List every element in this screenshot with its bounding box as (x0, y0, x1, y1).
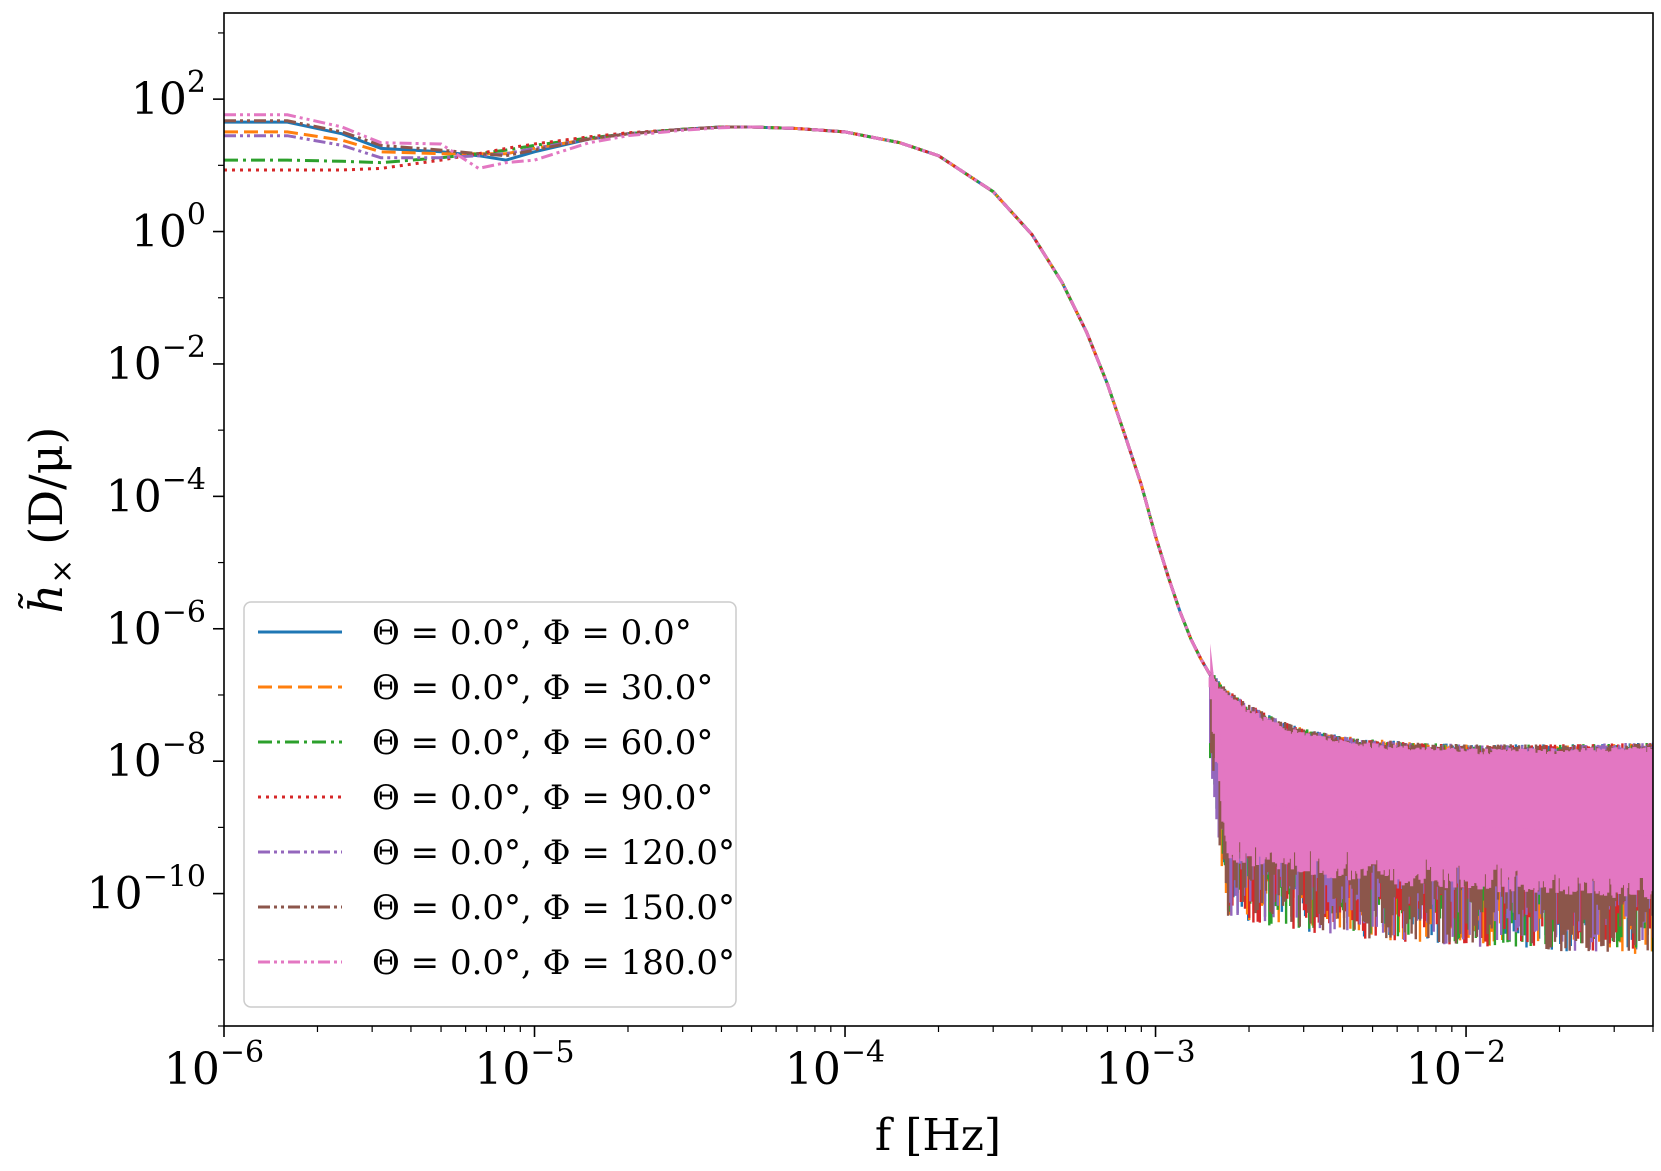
axis-ticks: 10−6 10−5 10−4 10−3 10−2 102 100 10−2 10−4 10−6 10… (87, 32, 1654, 1095)
x-tick-label: 10−4 (785, 1035, 885, 1095)
y-tick-label: 10−8 (106, 727, 206, 787)
legend-label-1: Θ = 0.0°, Φ = 30.0° (372, 668, 713, 708)
legend-label-3: Θ = 0.0°, Φ = 90.0° (372, 778, 713, 818)
legend-label-5: Θ = 0.0°, Φ = 150.0° (372, 888, 735, 928)
x-tick-label: 10−2 (1406, 1035, 1506, 1095)
plot-area (224, 113, 1653, 954)
y-tick-label: 10−2 (106, 330, 206, 390)
series-line-6 (224, 113, 752, 170)
x-axis-label: f [Hz] (875, 1110, 1001, 1161)
series-decay-6 (751, 125, 1212, 676)
legend-label-2: Θ = 0.0°, Φ = 60.0° (372, 723, 713, 763)
y-tick-label: 10−6 (106, 595, 206, 655)
y-axis-label: h̃× (D/μ) (17, 427, 80, 614)
y-tick-label: 100 (131, 198, 206, 258)
noise-band-fill (1210, 643, 1653, 836)
y-tick-label: 10−10 (87, 860, 206, 920)
legend: Θ = 0.0°, Φ = 0.0° Θ = 0.0°, Φ = 30.0° Θ =… (243, 601, 737, 1008)
y-axis-label-subscript: × (45, 559, 80, 584)
x-tick-label: 10−5 (474, 1035, 574, 1095)
x-tick-label: 10−6 (164, 1035, 264, 1095)
y-axis-label-symbol: h̃ (17, 584, 73, 614)
y-tick-label: 102 (131, 65, 206, 125)
legend-label-0: Θ = 0.0°, Φ = 0.0° (372, 613, 692, 653)
legend-label-4: Θ = 0.0°, Φ = 120.0° (372, 833, 735, 873)
legend-label-6: Θ = 0.0°, Φ = 180.0° (372, 943, 735, 983)
y-axis-label-unit: (D/μ) (19, 427, 73, 545)
y-tick-label: 10−4 (106, 462, 206, 522)
x-tick-label: 10−3 (1095, 1035, 1195, 1095)
legend-frame (243, 601, 737, 1008)
svg-text:h̃×(D/μ): h̃× (D/μ) (17, 427, 80, 614)
